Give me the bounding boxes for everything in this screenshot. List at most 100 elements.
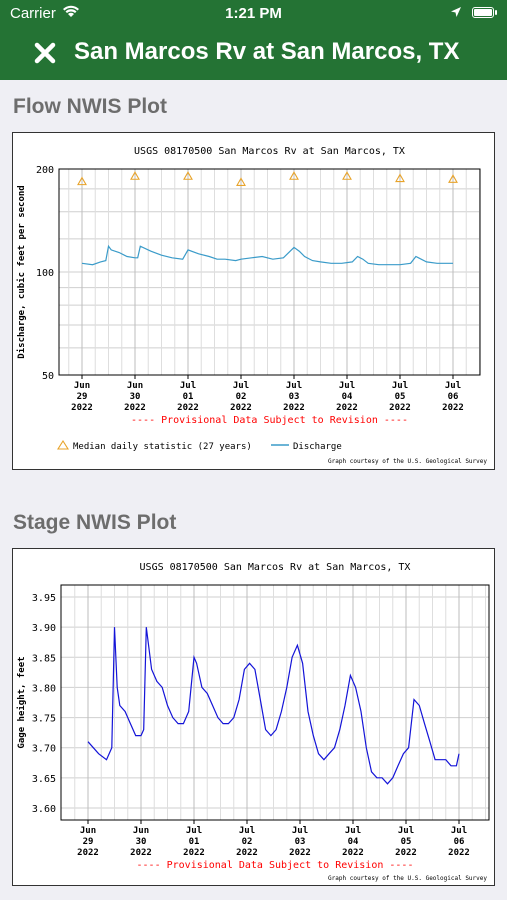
x-tick-label: 02	[236, 392, 247, 402]
x-tick-label: 2022	[442, 403, 464, 413]
x-tick-label: 03	[289, 392, 300, 402]
x-tick-label: Jul	[186, 826, 202, 836]
x-tick-label: Jul	[233, 381, 249, 391]
y-axis-label: Gage height, feet	[16, 656, 27, 748]
x-tick-label: 29	[77, 392, 88, 402]
carrier-label: Carrier	[10, 5, 56, 22]
x-tick-label: 30	[130, 392, 141, 402]
x-tick-label: 30	[136, 837, 147, 847]
y-tick-label: 3.70	[32, 744, 56, 755]
x-tick-label: Jul	[239, 826, 255, 836]
median-marker	[395, 173, 405, 183]
location-arrow-icon	[451, 7, 461, 17]
x-tick-label: Jun	[80, 826, 96, 836]
flow-plot: USGS 08170500 San Marcos Rv at San Marco…	[12, 132, 495, 470]
x-tick-label: 2022	[124, 403, 146, 413]
x-tick-label: Jun	[127, 381, 143, 391]
x-tick-label: 05	[395, 392, 406, 402]
median-marker	[77, 176, 87, 186]
x-tick-label: Jul	[286, 381, 302, 391]
page-title: San Marcos Rv at San Marcos, TX	[74, 38, 460, 65]
median-marker	[236, 177, 246, 186]
y-tick-label: 3.75	[32, 714, 56, 725]
x-tick-label: 06	[448, 392, 459, 402]
x-tick-label: 29	[83, 837, 94, 847]
flow-section-title: Flow NWIS Plot	[13, 95, 167, 118]
y-tick-label: 200	[36, 165, 54, 176]
plot-frame	[60, 584, 490, 821]
x-tick-label: 05	[401, 837, 412, 847]
median-marker	[289, 171, 299, 180]
courtesy-note: Graph courtesy of the U.S. Geological Su…	[328, 458, 487, 465]
x-tick-label: 2022	[230, 403, 252, 413]
x-tick-label: 2022	[336, 403, 358, 413]
x-tick-label: Jul	[445, 381, 461, 391]
stage-section-title: Stage NWIS Plot	[13, 511, 177, 534]
x-tick-label: 2022	[236, 848, 258, 858]
flow-chart: USGS 08170500 San Marcos Rv at San Marco…	[16, 146, 487, 465]
chart-title: USGS 08170500 San Marcos Rv at San Marco…	[140, 562, 411, 573]
battery-tip	[495, 10, 497, 15]
median-marker	[448, 174, 458, 183]
x-tick-label: Jun	[133, 826, 149, 836]
y-tick-label: 3.60	[32, 804, 56, 815]
x-tick-label: 2022	[395, 848, 417, 858]
y-tick-label: 100	[36, 268, 54, 279]
y-tick-label: 3.95	[32, 593, 56, 604]
median-marker	[342, 171, 352, 180]
x-tick-label: 2022	[289, 848, 311, 858]
x-tick-label: 06	[454, 837, 465, 847]
x-tick-label: Jun	[74, 381, 90, 391]
wifi-icon	[63, 5, 79, 17]
discharge-series-line	[81, 244, 453, 266]
x-tick-label: 2022	[283, 403, 305, 413]
x-tick-label: Jul	[398, 826, 414, 836]
x-tick-label: Jul	[180, 381, 196, 391]
stage-plot: USGS 08170500 San Marcos Rv at San Marco…	[12, 548, 495, 886]
legend-discharge-label: Discharge	[293, 442, 342, 452]
x-tick-label: 01	[183, 392, 194, 402]
status-time: 1:21 PM	[225, 5, 282, 22]
y-tick-label: 3.90	[32, 623, 56, 634]
x-tick-label: 04	[348, 837, 359, 847]
x-tick-label: 2022	[342, 848, 364, 858]
x-tick-label: 2022	[448, 848, 470, 858]
plot-frame	[58, 168, 481, 376]
x-tick-label: Jul	[345, 826, 361, 836]
x-tick-label: 2022	[77, 848, 99, 858]
x-tick-label: 2022	[183, 848, 205, 858]
x-tick-label: 04	[342, 392, 353, 402]
provisional-note: ---- Provisional Data Subject to Revisio…	[137, 860, 414, 871]
x-tick-label: Jul	[292, 826, 308, 836]
x-tick-label: Jul	[392, 381, 408, 391]
navigation-bar: San Marcos Rv at San Marcos, TX	[0, 28, 507, 80]
close-icon[interactable]	[34, 42, 56, 64]
x-tick-label: 2022	[71, 403, 93, 413]
gage-height-series-line	[87, 627, 460, 785]
grid	[61, 585, 489, 820]
x-tick-label: Jul	[451, 826, 467, 836]
provisional-note: ---- Provisional Data Subject to Revisio…	[131, 415, 408, 426]
x-tick-label: 01	[189, 837, 200, 847]
x-tick-label: 02	[242, 837, 253, 847]
median-marker	[130, 171, 140, 180]
y-tick-label: 3.80	[32, 683, 56, 694]
y-axis-label: Discharge, cubic feet per second	[16, 185, 27, 358]
x-tick-label: 2022	[130, 848, 152, 858]
y-tick-label: 3.65	[32, 774, 56, 785]
median-marker	[183, 171, 193, 180]
grid	[59, 169, 480, 375]
y-tick-label: 3.85	[32, 653, 56, 664]
x-tick-label: 2022	[177, 403, 199, 413]
x-tick-label: Jul	[339, 381, 355, 391]
stage-chart: USGS 08170500 San Marcos Rv at San Marco…	[16, 562, 490, 882]
x-tick-label: 03	[295, 837, 306, 847]
legend-median-label: Median daily statistic (27 years)	[73, 442, 252, 452]
y-tick-label: 50	[42, 371, 54, 382]
status-bar: Carrier 1:21 PM	[0, 0, 507, 28]
legend-median-marker	[57, 439, 69, 450]
x-tick-label: 2022	[389, 403, 411, 413]
battery-icon	[472, 7, 494, 18]
courtesy-note: Graph courtesy of the U.S. Geological Su…	[328, 875, 487, 882]
chart-title: USGS 08170500 San Marcos Rv at San Marco…	[134, 146, 405, 157]
